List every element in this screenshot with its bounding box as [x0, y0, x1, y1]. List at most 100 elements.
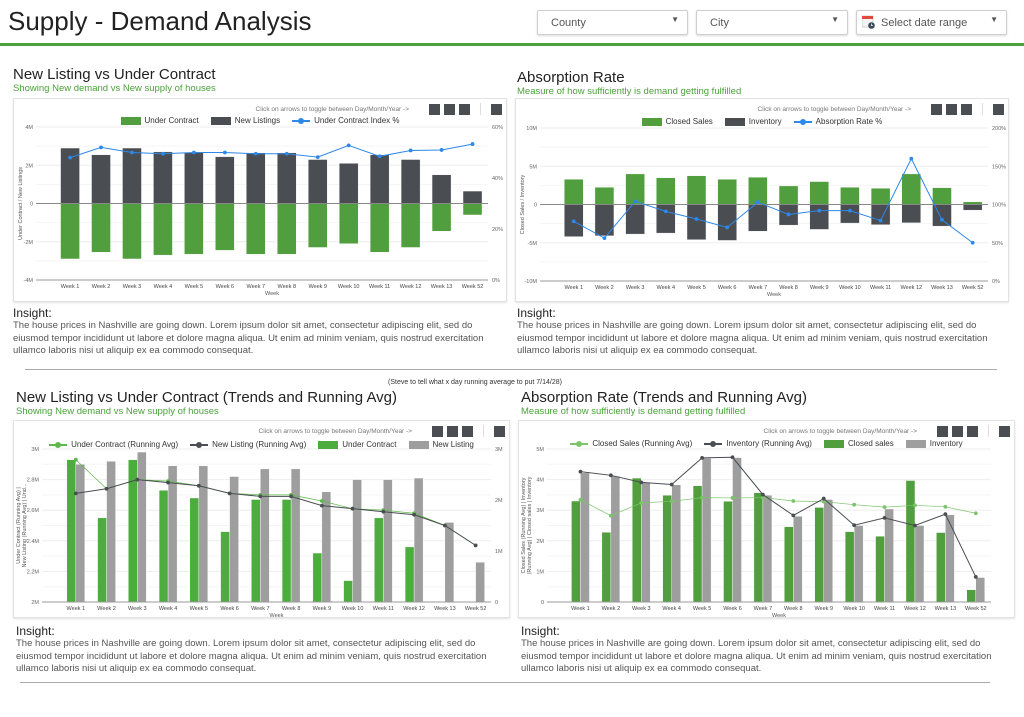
x-axis-label: Week — [767, 292, 781, 298]
chart-svg: 4M 2M 0 -2M -4M 60% 40% 20% 0% Under Contract / N… — [18, 125, 503, 297]
bar-new-listing — [383, 479, 393, 603]
x-tick-label: Week 8 — [784, 606, 803, 612]
toggle-reset-button[interactable] — [999, 425, 1010, 437]
toggle-day-button[interactable] — [432, 425, 443, 437]
toggle-year-button[interactable] — [462, 425, 473, 437]
bar-new-listings — [246, 152, 266, 204]
time-granularity-toggle: Click on arrows to toggle between Day/Mo… — [763, 425, 1010, 437]
line-absorption-rate- — [573, 157, 973, 244]
y-tick-label: 5M — [536, 447, 544, 453]
toggle-month-button[interactable] — [447, 425, 458, 437]
line-point — [130, 150, 134, 155]
bar-closed-sales — [814, 507, 824, 603]
y-axis-label-line: Under Contract (Running Avg) | — [16, 487, 22, 564]
y2-tick-label: 20% — [492, 227, 503, 233]
bar-inventory — [686, 204, 707, 240]
line-point — [439, 148, 444, 152]
bar-inventory — [732, 457, 742, 603]
x-tick-label: Week 52 — [965, 606, 987, 612]
toggle-month-button[interactable] — [946, 103, 957, 115]
bar-new-listing — [352, 479, 362, 603]
bar-inventory — [975, 577, 985, 603]
toggle-month-button[interactable] — [952, 425, 963, 437]
bar-inventory — [823, 499, 833, 603]
line-point — [943, 504, 948, 509]
legend-item[interactable]: Inventory — [905, 439, 963, 448]
line-point — [821, 496, 826, 501]
x-tick-label: Week 1 — [564, 285, 583, 291]
legend-item[interactable]: New Listing — [408, 440, 474, 449]
chart-legend: Closed Sales (Running Avg) Inventory (Run… — [519, 439, 1014, 448]
county-dropdown[interactable]: County ▼ — [537, 10, 688, 35]
legend-swatch — [408, 440, 429, 449]
y2-tick-label: 100% — [992, 203, 1006, 209]
bar-under-contract — [404, 546, 415, 603]
toggle-day-button[interactable] — [429, 103, 440, 115]
legend-item[interactable]: Inventory — [724, 117, 782, 126]
toggle-year-button[interactable] — [967, 425, 978, 437]
toggle-year-button[interactable] — [459, 103, 470, 115]
legend-item[interactable]: Under Contract (Running Avg) — [49, 440, 178, 449]
bar-closed-sales — [966, 589, 976, 603]
line-point — [412, 512, 417, 517]
toggle-reset-button[interactable] — [494, 425, 505, 437]
panel-3-insight-text: The house prices in Nashville are going … — [16, 638, 487, 674]
bar-closed-sales — [571, 500, 581, 603]
x-tick-label: Week 3 — [128, 606, 147, 612]
bar-closed-sales — [778, 185, 799, 205]
x-tick-label: Week 2 — [92, 284, 111, 290]
legend-item[interactable]: Under Contract — [318, 440, 397, 449]
legend-item[interactable]: Under Contract — [120, 116, 199, 125]
y-tick-label: 3M — [536, 508, 544, 514]
line-point — [166, 480, 170, 485]
line-point — [973, 511, 978, 516]
y-axis-label: Under Contract / New Listings — [18, 167, 24, 240]
line-point — [470, 142, 475, 146]
toggle-day-button[interactable] — [937, 425, 948, 437]
legend-item[interactable]: New Listings — [210, 116, 280, 125]
y2-tick-label: 40% — [492, 176, 503, 182]
legend-item[interactable]: Absorption Rate % — [793, 117, 882, 126]
caret-down-icon: ▼ — [671, 15, 679, 24]
city-dropdown[interactable]: City ▼ — [696, 10, 848, 35]
toggle-hint: Click on arrows to toggle between Day/Mo… — [763, 427, 918, 435]
toggle-hint: Click on arrows to toggle between Day/Mo… — [757, 105, 912, 113]
legend-item[interactable]: Closed Sales (Running Avg) — [570, 439, 692, 448]
y-tick-label: 5M — [529, 164, 537, 170]
legend-item[interactable]: New Listing (Running Avg) — [190, 440, 306, 449]
bar-inventory — [701, 457, 712, 603]
legend-item[interactable]: Closed sales — [823, 439, 894, 448]
date-range-picker[interactable]: Select date range ▼ — [856, 10, 1007, 35]
bar-inventory — [793, 516, 803, 603]
panel-1-insight-text: The house prices in Nashville are going … — [13, 320, 484, 356]
x-tick-label: Week 13 — [434, 606, 456, 612]
toggle-day-button[interactable] — [931, 103, 942, 115]
bar-inventory — [932, 204, 952, 227]
toggle-year-button[interactable] — [961, 103, 972, 115]
line-point — [319, 503, 324, 508]
date-range-label: Select date range — [881, 17, 968, 29]
legend-label: Inventory (Running Avg) — [726, 439, 812, 448]
bar-closed-sales — [901, 173, 921, 205]
line-point — [377, 154, 382, 159]
y2-tick-label: 0% — [492, 278, 500, 284]
legend-label: Closed sales — [847, 439, 894, 448]
line-point — [191, 150, 196, 155]
legend-item[interactable]: Closed Sales — [641, 117, 713, 126]
running-average-note: (Steve to tell what x day running averag… — [388, 379, 562, 386]
x-tick-label: Week 3 — [123, 284, 142, 290]
bar-under-contract — [66, 459, 77, 603]
toggle-reset-button[interactable] — [491, 103, 502, 115]
legend-item[interactable]: Under Contract Index % — [292, 116, 399, 125]
x-tick-label: Week 5 — [687, 285, 706, 291]
bar-closed-sales — [692, 485, 703, 603]
legend-item[interactable]: Inventory (Running Avg) — [704, 439, 812, 448]
bar-closed-sales — [594, 187, 615, 205]
bar-closed-sales — [784, 526, 794, 603]
line-point — [639, 500, 644, 505]
legend-label: Under Contract — [342, 440, 397, 449]
toggle-reset-button[interactable] — [993, 103, 1004, 115]
toggle-month-button[interactable] — [444, 103, 455, 115]
x-tick-label: Week 13 — [931, 285, 953, 291]
y-tick-label: -5M — [528, 241, 538, 247]
